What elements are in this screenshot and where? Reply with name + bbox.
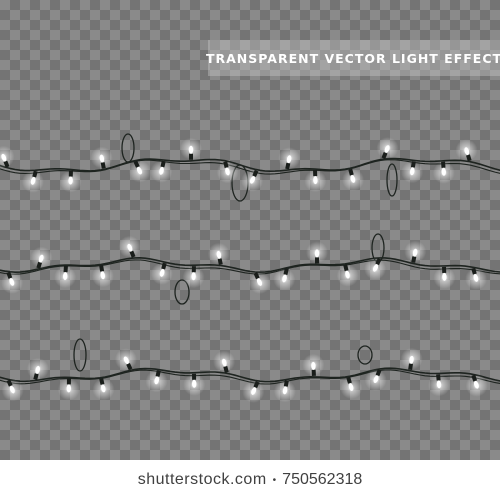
light-bulb-icon <box>242 380 265 403</box>
banner-title: TRANSPARENT VECTOR LIGHT EFFECT <box>205 50 500 66</box>
light-bulb-icon <box>404 240 427 263</box>
light-bulb-icon <box>1 271 24 294</box>
light-bulb-icon <box>21 170 44 193</box>
light-bulb-icon <box>302 353 325 377</box>
light-bulb-icon <box>364 369 387 392</box>
light-bulb-icon <box>278 147 301 170</box>
light-bulb-icon <box>59 170 82 193</box>
light-bulb-icon <box>342 168 365 191</box>
light-bulb-icon <box>114 348 137 371</box>
light-bulb-icon <box>400 347 423 370</box>
light-bulb-icon <box>182 266 205 289</box>
light-bulb-icon <box>273 380 296 403</box>
wire-loop <box>121 133 135 163</box>
light-bulb-icon <box>465 267 488 290</box>
light-bulb-icon <box>54 265 77 289</box>
light-bulb-icon <box>183 373 206 396</box>
light-bulb-icon <box>216 161 239 184</box>
light-bulb-icon <box>304 170 327 193</box>
light-bulb-icon <box>26 357 49 381</box>
wire-strand <box>0 259 500 275</box>
light-bulb-icon <box>90 146 113 169</box>
wire-strand <box>0 367 500 383</box>
light-bulb-icon <box>91 265 114 288</box>
footer-image-id: 750562318 <box>282 471 363 488</box>
light-bulb-icon <box>145 370 168 393</box>
light-bulb-icon <box>273 268 296 291</box>
wire-strand <box>0 157 500 173</box>
light-bulb-icon <box>336 264 359 287</box>
light-bulb-icon <box>428 374 451 397</box>
light-bulb-icon <box>57 378 80 401</box>
light-bulb-icon <box>118 235 141 258</box>
light-bulb-icon <box>180 137 202 160</box>
light-bulb-icon <box>241 169 264 192</box>
light-bulb-icon <box>128 160 151 183</box>
footer-separator: • <box>272 474 277 486</box>
light-bulb-icon <box>92 378 115 401</box>
light-bulb-icon <box>150 160 173 183</box>
string-lights-illustration <box>0 133 500 403</box>
wire-strand <box>0 256 500 274</box>
wire-loop <box>357 345 373 365</box>
footer-brand: shutterstock.com <box>137 471 267 488</box>
transparent-checker-background: TRANSPARENT VECTOR LIGHT EFFECT <box>0 0 500 460</box>
light-bulb-icon <box>364 257 387 280</box>
light-bulb-icon <box>248 271 271 294</box>
wire-loop <box>386 163 398 197</box>
light-bulb-icon <box>150 262 173 285</box>
light-bulb-icon <box>376 137 399 160</box>
light-bulb-icon <box>207 242 230 265</box>
light-bulb-icon <box>433 266 456 289</box>
light-bulb-icon <box>1 379 24 402</box>
light-bulb-icon <box>340 376 363 400</box>
light-bulb-icon <box>0 145 15 168</box>
light-bulb-icon <box>401 161 424 184</box>
light-bulb-icon <box>432 161 455 184</box>
title-banner: TRANSPARENT VECTOR LIGHT EFFECT <box>205 40 500 76</box>
light-bulb-icon <box>465 374 488 397</box>
watermark-footer: shutterstock.com • 750562318 <box>0 460 500 500</box>
wire-loop <box>73 338 87 372</box>
wire-loop <box>174 279 190 305</box>
light-bulb-icon <box>30 246 53 269</box>
light-bulb-icon <box>213 350 236 373</box>
light-bulb-icon <box>455 139 478 162</box>
light-bulb-icon <box>306 241 328 264</box>
